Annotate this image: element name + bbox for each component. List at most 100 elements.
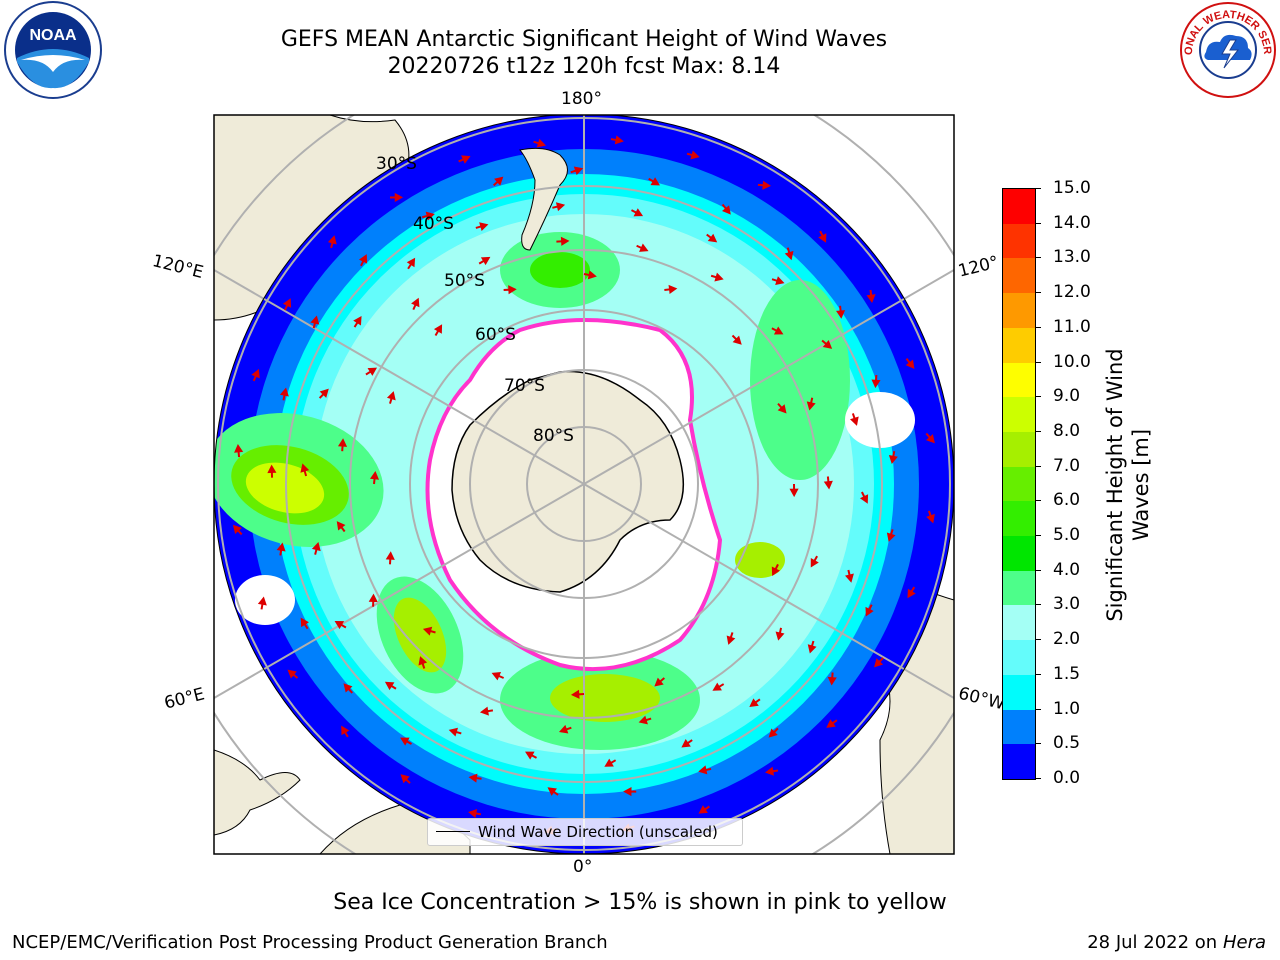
arrow-head-icon [491,671,502,681]
colorbar-segment [1003,466,1035,502]
colorbar-segment [1003,501,1035,537]
arrow-head-icon [925,434,935,444]
arrow-head-icon [448,727,458,737]
arrow-head-icon [433,324,443,334]
colorbar-tick-label: 13.0 [1053,247,1091,268]
arrow-head-icon [468,773,478,783]
arrow-head-icon [789,488,799,498]
colorbar-tick-label: 15.0 [1053,178,1091,198]
arrow-head-icon [810,558,819,568]
colorbar-segment [1003,605,1035,641]
arrow-head-icon [732,335,742,345]
arrow-head-icon [334,620,345,630]
arrow-head-icon [327,235,337,245]
arrow-head-icon [845,573,854,583]
lat-label-60s: 60°S [475,325,516,345]
arrow-head-icon [547,787,557,796]
arrow-head-icon [319,388,329,398]
colorbar-tick-mark [1035,743,1041,745]
arrow-head-icon [251,368,260,379]
arrow-head-icon [638,715,648,725]
wave-direction-arrows [232,135,935,835]
colorbar-segment [1003,570,1035,606]
arrow-head-icon [343,683,353,693]
lat-label-80s: 80°S [533,426,574,446]
colorbar-tick-mark [1035,257,1041,259]
arrow-head-icon [654,677,664,687]
arrow-head-icon [775,631,785,641]
arrow-head-icon [310,315,320,325]
arrow-head-icon [905,359,915,370]
arrow-head-icon [341,725,350,736]
colorbar-tick-mark [1035,188,1041,189]
arrow-head-icon [425,211,435,221]
colorbar-tick-label: 7.0 [1053,455,1081,476]
arrow-head-icon [871,379,881,389]
colorbar-segment [1003,223,1035,259]
arrow-head-icon [823,480,833,490]
colorbar-segment [1003,293,1035,329]
arrow-head-icon [765,766,775,776]
graticule [214,115,954,854]
svg-text:NOAA: NOAA [29,27,77,44]
nws-logo-icon: NATIONAL WEATHER SERVICE [1178,0,1276,98]
arrow-head-icon [836,310,846,319]
arrow-head-icon [874,658,884,668]
colorbar-tick-mark [1035,639,1041,641]
arrow-head-icon [385,551,395,560]
colorbar-tick-label: 11.0 [1053,316,1091,337]
lat-label-50s: 50°S [444,271,485,291]
arrow-head-icon [850,416,859,426]
arrow-head-icon [353,315,362,326]
arrow-head-icon [721,205,731,215]
arrow-head-icon [394,192,404,203]
arrow-head-icon [480,256,491,266]
map-title: GEFS MEAN Antarctic Significant Height o… [280,27,888,52]
arrow-head-icon [633,208,644,217]
arrow-head-icon [807,644,817,654]
colorbar-tick-label: 3.0 [1053,594,1081,615]
colorbar-tick-mark [1035,430,1041,432]
arrow-head-icon [639,243,649,252]
arrow-head-icon [886,532,896,542]
arrow-head-icon [570,689,580,699]
arrow-head-icon [907,588,916,599]
colorbar-segment [1003,536,1035,572]
colorbar-segment [1003,744,1035,780]
arrow-head-icon [368,593,378,603]
colorbar-tick-mark [1035,778,1041,779]
lat-label-70s: 70°S [504,376,545,396]
arrow-head-icon [234,444,244,453]
arrow-head-icon [698,765,708,775]
arrow-head-icon [698,805,708,814]
arrow-head-icon [681,739,691,748]
colorbar-tick-mark [1035,500,1041,502]
arrow-head-icon [336,521,346,531]
colorbar-tick-label: 10.0 [1053,351,1091,372]
arrow-head-icon [777,404,787,414]
arrow-head-icon [494,176,504,186]
arrow-head-icon [866,294,876,304]
arrow-head-icon [461,155,471,164]
colorbar-segment [1003,640,1035,676]
lat-label-30s: 30°S [376,154,417,174]
colorbar-tick-mark [1035,292,1041,294]
arrow-head-icon [418,656,428,666]
sea-ice-note: Sea Ice Concentration > 15% is shown in … [333,890,947,915]
colorbar-tick-label: 12.0 [1053,282,1091,303]
colorbar-tick-mark [1035,222,1041,224]
colorbar-tick-label: 6.0 [1053,490,1081,511]
arrow-head-icon [406,257,416,268]
arrow-head-icon [587,270,597,280]
lon-label-bottom: 0° [573,857,593,877]
arrow-head-icon [762,180,772,190]
arrow-head-icon [232,524,242,535]
colorbar-tick-mark [1035,604,1041,606]
arrow-head-icon [400,737,410,746]
arrow-head-icon [714,272,724,282]
colorbar-tick-mark [1035,708,1041,710]
arrow-head-icon [650,177,660,186]
arrow-head-icon [784,250,794,261]
arrow-head-icon [287,669,297,679]
arrow-head-icon [411,297,420,308]
